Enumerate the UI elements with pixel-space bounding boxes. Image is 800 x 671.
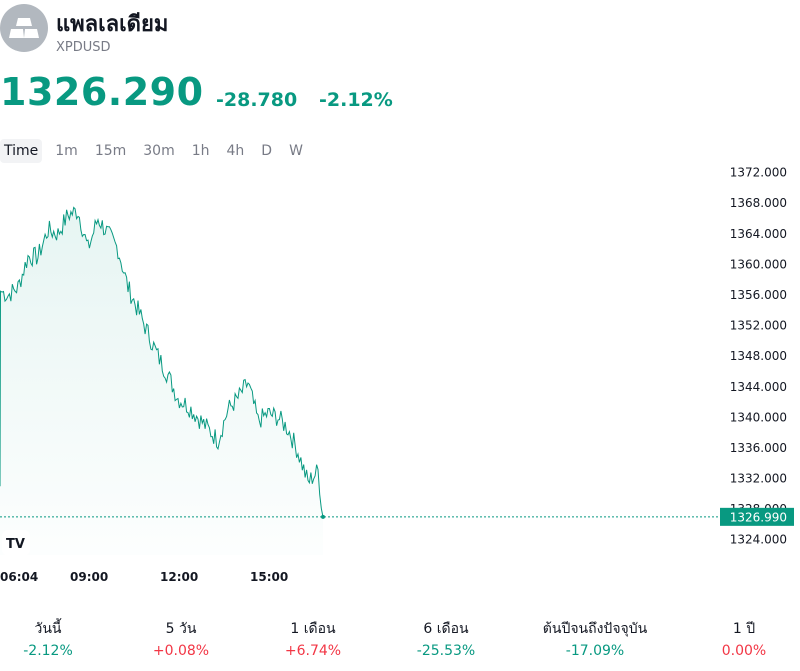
y-tick-label: 1336.000 <box>730 441 787 455</box>
metal-bars-icon <box>9 18 39 38</box>
tab-d[interactable]: D <box>261 143 273 159</box>
symbol-ticker: XPDUSD <box>56 40 111 55</box>
stat-label: 1 เดือน <box>290 621 336 637</box>
price-change: -28.780 <box>216 89 298 111</box>
stat-value: -2.12% <box>23 643 73 659</box>
price-change-percent: -2.12% <box>319 89 393 111</box>
stat-value: -17.09% <box>565 643 625 659</box>
stat-1-year[interactable]: 1 ปี 0.00% <box>669 618 800 662</box>
last-price-marker: 1326.990 <box>720 507 794 526</box>
stat-label: 1 ปี <box>732 621 756 637</box>
price-line <box>0 206 324 518</box>
x-tick-label: 15:00 <box>250 570 288 584</box>
tradingview-watermark[interactable]: TV <box>2 530 30 556</box>
stat-label: ต้นปีจนถึงปัจจุบัน <box>542 621 648 637</box>
stat-5-days[interactable]: 5 วัน +0.08% <box>106 618 256 662</box>
y-tick-label: 1324.000 <box>730 533 787 547</box>
stat-value: -25.53% <box>416 643 476 659</box>
stat-value: 0.00% <box>721 643 767 659</box>
stat-value: +6.74% <box>284 643 342 659</box>
tab-30m[interactable]: 30m <box>143 143 175 159</box>
last-price: 1326.290 <box>0 70 204 114</box>
x-tick-label: 09:00 <box>70 570 108 584</box>
tab-w[interactable]: W <box>289 143 303 159</box>
y-tick-label: 1340.000 <box>730 410 787 424</box>
stat-label: วันนี้ <box>34 621 62 637</box>
time-axis: 06:04 09:00 12:00 15:00 <box>0 570 288 584</box>
price-chart[interactable]: 1372.000 1368.000 1364.000 1360.000 1356.000… <box>0 165 800 595</box>
y-tick-label: 1364.000 <box>730 227 787 241</box>
tab-4h[interactable]: 4h <box>226 143 245 159</box>
last-price-label-bg <box>720 507 794 526</box>
performance-stats: วันนี้ -2.12% 5 วัน +0.08% 1 เดือน +6.74… <box>0 618 800 668</box>
tab-time[interactable]: Time <box>0 139 43 163</box>
x-tick-label: 06:04 <box>0 570 38 584</box>
y-tick-label: 1348.000 <box>730 349 787 363</box>
stat-year-to-date[interactable]: ต้นปีจนถึงปัจจุบัน -17.09% <box>520 618 670 662</box>
y-tick-label: 1352.000 <box>730 319 787 333</box>
y-tick-label: 1360.000 <box>730 257 787 271</box>
price-axis: 1372.000 1368.000 1364.000 1360.000 1356.000… <box>730 166 787 547</box>
tab-1m[interactable]: 1m <box>55 143 78 159</box>
y-tick-label: 1356.000 <box>730 288 787 302</box>
y-tick-label: 1344.000 <box>730 380 787 394</box>
timeframe-tabs: Time 1m 15m 30m 1h 4h D W <box>0 138 316 164</box>
stat-6-months[interactable]: 6 เดือน -25.53% <box>371 618 521 662</box>
tab-1h[interactable]: 1h <box>191 143 210 159</box>
price-area <box>0 206 720 555</box>
y-tick-label: 1372.000 <box>730 166 787 180</box>
y-tick-label: 1332.000 <box>730 472 787 486</box>
stat-value: +0.08% <box>152 643 210 659</box>
stat-today[interactable]: วันนี้ -2.12% <box>0 618 123 662</box>
x-tick-label: 12:00 <box>160 570 198 584</box>
stat-label: 5 วัน <box>165 621 197 637</box>
price-area-fill <box>0 207 323 555</box>
symbol-name: แพลเลเดียม <box>56 12 169 37</box>
last-price-label: 1326.990 <box>730 510 787 524</box>
last-price-dot <box>321 514 325 519</box>
stat-1-month[interactable]: 1 เดือน +6.74% <box>238 618 388 662</box>
y-tick-label: 1368.000 <box>730 196 787 210</box>
tab-15m[interactable]: 15m <box>94 143 127 159</box>
watermark-text: TV <box>6 537 25 552</box>
symbol-logo <box>0 4 48 52</box>
stat-label: 6 เดือน <box>423 621 469 637</box>
